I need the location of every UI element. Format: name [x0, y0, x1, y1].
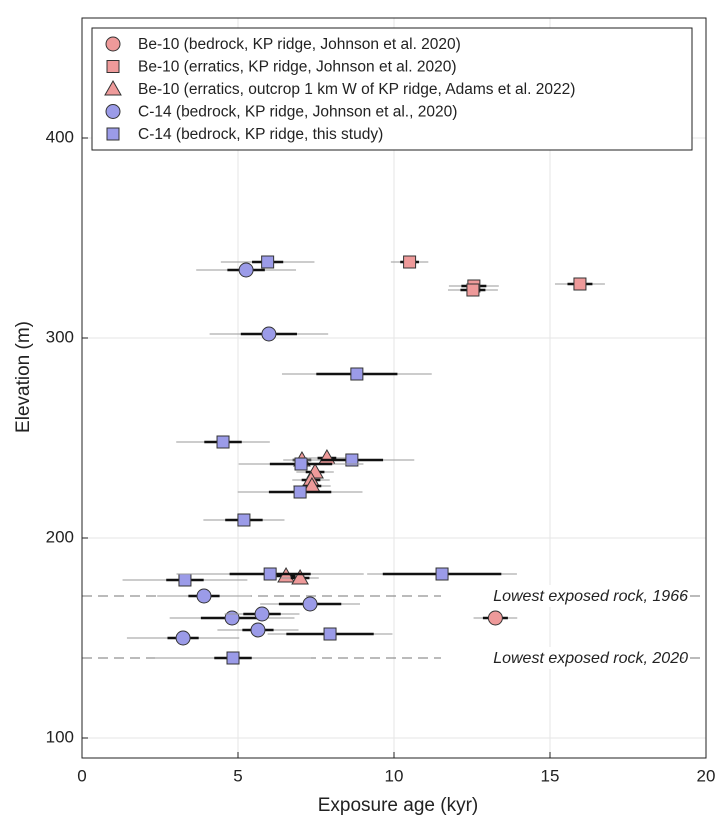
marker	[196, 588, 212, 604]
marker	[487, 610, 503, 626]
y-axis-label: Elevation (m)	[13, 321, 34, 433]
reference-label: Lowest exposed rock, 1966	[493, 588, 688, 605]
legend-label: Be-10 (bedrock, KP ridge, Johnson et al.…	[138, 36, 461, 53]
marker	[263, 567, 277, 581]
marker	[302, 596, 318, 612]
marker	[466, 283, 480, 297]
legend-label: C-14 (bedrock, KP ridge, this study)	[138, 126, 383, 143]
legend-marker	[105, 104, 121, 119]
marker	[323, 627, 337, 641]
x-tick-label: 20	[697, 766, 716, 785]
x-tick-label: 0	[77, 766, 86, 785]
marker	[261, 255, 275, 269]
legend-label: Be-10 (erratics, KP ridge, Johnson et al…	[138, 59, 457, 76]
y-tick-label: 100	[46, 727, 74, 746]
marker	[224, 610, 240, 626]
marker	[238, 262, 254, 278]
y-tick-label: 400	[46, 127, 74, 146]
marker	[178, 573, 192, 587]
marker	[345, 453, 359, 467]
y-tick-label: 300	[46, 327, 74, 346]
legend-label: C-14 (bedrock, KP ridge, Johnson et al.,…	[138, 104, 457, 121]
marker	[293, 485, 307, 499]
legend-marker	[105, 36, 121, 52]
marker	[261, 326, 277, 342]
marker	[226, 651, 240, 665]
marker	[237, 513, 251, 527]
x-tick-label: 15	[541, 766, 560, 785]
marker	[254, 606, 270, 622]
legend-box	[91, 27, 693, 151]
legend-marker	[106, 60, 120, 73]
marker	[350, 367, 364, 381]
legend-marker	[106, 127, 120, 141]
marker	[573, 277, 587, 291]
y-tick-label: 200	[46, 527, 74, 546]
marker	[291, 568, 309, 585]
label-background	[441, 647, 681, 669]
marker	[294, 457, 308, 471]
x-tick-label: 10	[385, 766, 404, 785]
plot-frame	[81, 17, 707, 759]
x-axis-label: Exposure age (kyr)	[318, 795, 479, 816]
marker	[216, 435, 230, 449]
marker	[435, 567, 449, 581]
legend-marker	[104, 79, 122, 96]
legend-label: Be-10 (erratics, outcrop 1 km W of KP ri…	[138, 81, 575, 98]
marker	[403, 255, 417, 269]
marker	[250, 622, 266, 638]
x-tick-label: 5	[233, 766, 242, 785]
marker	[175, 630, 191, 646]
reference-label: Lowest exposed rock, 2020	[493, 650, 688, 667]
label-background	[441, 585, 681, 607]
